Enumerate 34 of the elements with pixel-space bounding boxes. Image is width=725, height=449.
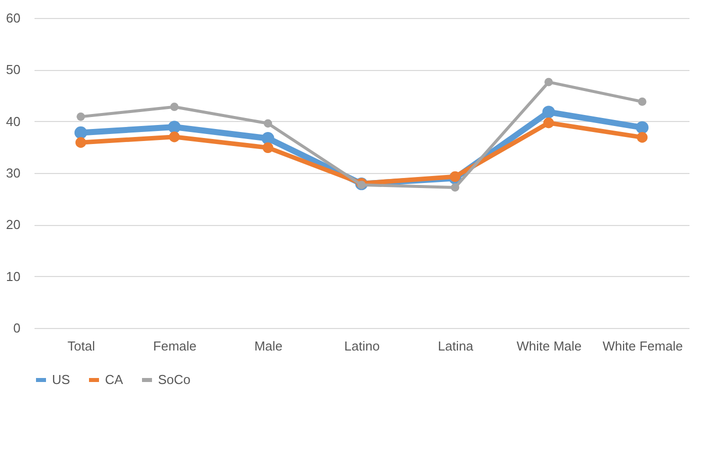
point <box>543 118 554 128</box>
point <box>638 98 646 106</box>
y-tick-label: 50 <box>6 62 20 78</box>
x-tick-label: Total <box>68 338 96 354</box>
point <box>636 121 649 134</box>
point <box>542 106 555 118</box>
y-tick-label: 60 <box>6 10 20 26</box>
y-tick-label: 40 <box>6 114 20 129</box>
point <box>264 119 272 128</box>
point <box>75 137 86 148</box>
x-tick-label: Male <box>254 338 283 354</box>
point <box>168 120 181 134</box>
y-tick-label: 0 <box>13 320 20 336</box>
y-tick-label: 30 <box>6 166 20 180</box>
point <box>450 171 460 182</box>
x-tick-label: White Female <box>602 338 683 354</box>
x-tick-label: Latina <box>438 338 474 354</box>
legend-label: CA <box>105 372 124 387</box>
point <box>450 183 460 192</box>
point <box>168 131 180 142</box>
legend-label: US <box>52 372 70 387</box>
y-tick-label: 10 <box>6 268 20 284</box>
point <box>76 112 85 121</box>
point <box>262 132 274 145</box>
point <box>636 132 648 143</box>
legend-label: SoCo <box>158 372 191 387</box>
y-tick-label: 20 <box>6 217 20 232</box>
x-tick-label: Latino <box>344 338 380 354</box>
point <box>262 142 274 154</box>
point <box>170 102 179 112</box>
point <box>544 78 553 86</box>
point <box>74 126 88 140</box>
x-tick-label: Female <box>153 338 197 354</box>
x-tick-label: White Male <box>516 338 582 354</box>
